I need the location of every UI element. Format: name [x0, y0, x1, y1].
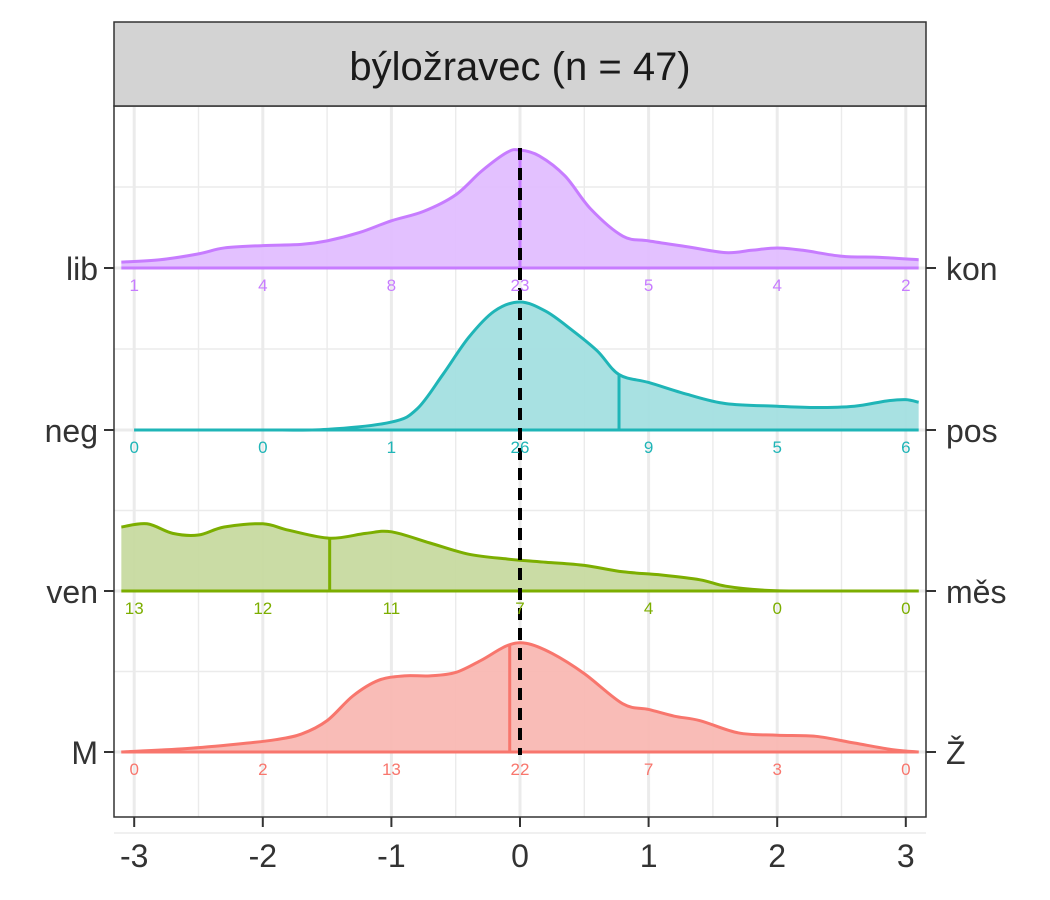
y-label-right: měs: [946, 574, 1006, 610]
density-line: [121, 641, 919, 754]
count-label: 1: [129, 276, 138, 295]
count-label: 8: [387, 276, 396, 295]
density-line: [121, 522, 919, 593]
count-label: 9: [644, 438, 653, 457]
count-label: 5: [772, 438, 781, 457]
panel-strip: býložravec (n = 47): [113, 21, 927, 107]
density-area: [121, 523, 919, 592]
y-label-left: ven: [46, 574, 98, 610]
y-axis-left: lib neg ven M: [45, 251, 114, 771]
count-label: 4: [772, 276, 781, 295]
y-label-left: M: [71, 735, 98, 771]
count-label: 3: [772, 760, 781, 779]
count-label: 0: [258, 438, 267, 457]
count-label: 2: [258, 760, 267, 779]
count-label: 0: [772, 599, 781, 618]
count-label: 5: [644, 276, 653, 295]
x-tick-label: 3: [897, 838, 915, 874]
count-label: 1: [387, 438, 396, 457]
count-label: 26: [511, 438, 530, 457]
x-tick-label: 2: [768, 838, 786, 874]
count-label: 0: [901, 599, 910, 618]
y-axis-right: kon pos měs Ž: [926, 251, 1006, 771]
count-label: 22: [511, 760, 530, 779]
count-label: 4: [258, 276, 267, 295]
count-label: 0: [901, 760, 910, 779]
count-label: 7: [515, 599, 524, 618]
count-label: 7: [644, 760, 653, 779]
x-axis: -3 -2 -1 0 1 2 3: [120, 817, 915, 874]
y-label-left: neg: [45, 413, 98, 449]
count-label: 4: [644, 599, 653, 618]
y-label-right: pos: [946, 413, 998, 449]
density-area: [134, 301, 919, 431]
panel-title: býložravec (n = 47): [349, 45, 690, 89]
y-label-right: kon: [946, 251, 998, 287]
x-tick-label: -2: [249, 838, 277, 874]
ridge-neg: [134, 300, 920, 432]
count-labels: 1 4 8 23 5 4 2 0 0 1 26 9 5 6 13 12 11 7 4 0 0 0 2 13 22 7 3 0: [125, 276, 911, 779]
density-line: [134, 300, 920, 432]
x-tick-label: 0: [511, 838, 529, 874]
count-label: 12: [253, 599, 272, 618]
count-label: 23: [511, 276, 530, 295]
count-label: 2: [901, 276, 910, 295]
count-label: 0: [129, 760, 138, 779]
count-label: 13: [382, 760, 401, 779]
y-label-right: Ž: [946, 735, 966, 771]
count-label: 11: [383, 599, 401, 618]
x-tick-label: -1: [377, 838, 405, 874]
count-label: 6: [901, 438, 910, 457]
count-label: 13: [125, 599, 144, 618]
strip-background: [113, 21, 927, 107]
x-tick-label: -3: [120, 838, 148, 874]
x-tick-label: 1: [640, 838, 658, 874]
count-label: 0: [129, 438, 138, 457]
y-label-left: lib: [66, 251, 98, 287]
